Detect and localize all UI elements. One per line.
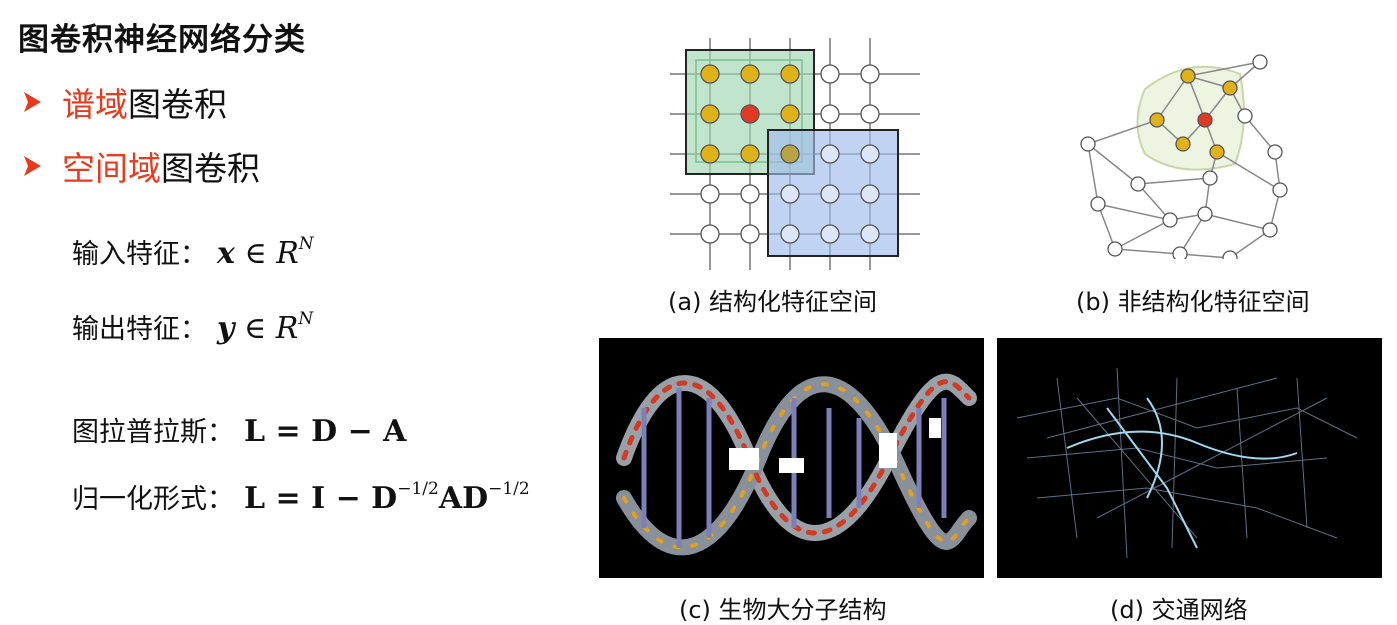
- formula-laplacian: 图拉普拉斯： L = D − A: [72, 410, 406, 449]
- bullet-spatial: 空间域 图卷积: [22, 142, 260, 190]
- arrow-bullet-icon: [22, 155, 44, 177]
- bullet-highlight: 谱域: [62, 85, 128, 124]
- bullet-text: 图卷积: [161, 149, 260, 188]
- bullet-spectral: 谱域 图卷积: [22, 78, 227, 126]
- caption-biomolecule: (c) 生物大分子结构: [679, 596, 887, 624]
- math-exp: N: [298, 234, 314, 254]
- math-exp: −1/2: [397, 479, 439, 499]
- math-space: R: [275, 311, 299, 346]
- arrow-bullet-icon: [22, 91, 44, 113]
- math-var: x: [217, 236, 235, 271]
- traffic-network-image: [997, 338, 1382, 578]
- math-exp: N: [298, 309, 314, 329]
- math-space: R: [276, 236, 299, 271]
- dna-structure-image: [599, 338, 984, 578]
- bullet-text: 图卷积: [128, 85, 227, 124]
- formula-input: 输入特征： x ∈ RN: [72, 232, 314, 272]
- formula-label: 图拉普拉斯：: [72, 417, 234, 448]
- caption-structured: (a) 结构化特征空间: [668, 288, 878, 316]
- math-exp: −1/2: [488, 479, 530, 499]
- caption-traffic: (d) 交通网络: [1110, 596, 1248, 624]
- math-mid: AD: [438, 481, 489, 516]
- math-expr: L = D − A: [244, 414, 407, 449]
- unstructured-graph-figure: [1080, 54, 1288, 259]
- bullet-highlight: 空间域: [62, 149, 161, 188]
- formula-normalized: 归一化形式： L = I − D−1/2AD−1/2: [72, 477, 530, 517]
- math-lhs: L = I − D: [244, 481, 398, 516]
- formula-label: 输出特征：: [72, 314, 207, 345]
- slide-title: 图卷积神经网络分类: [18, 22, 306, 58]
- caption-unstructured: (b) 非结构化特征空间: [1076, 288, 1310, 316]
- math-var: y: [217, 311, 235, 346]
- math-rel: ∈: [244, 236, 267, 271]
- formula-label: 归一化形式：: [72, 484, 234, 515]
- structured-grid-figure: [670, 38, 920, 270]
- formula-output: 输出特征： y ∈ RN: [72, 307, 314, 347]
- math-rel: ∈: [243, 311, 267, 346]
- formula-label: 输入特征：: [72, 239, 207, 270]
